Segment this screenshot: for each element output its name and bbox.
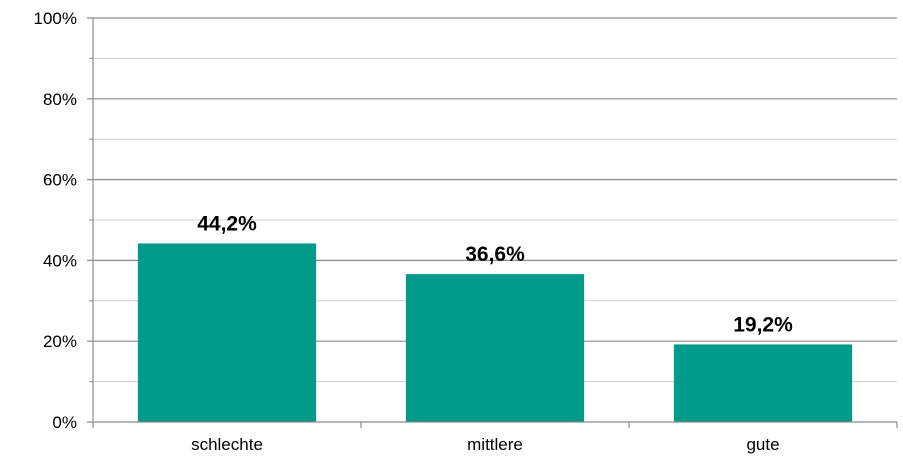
data-label: 36,6% xyxy=(465,243,525,266)
data-label: 19,2% xyxy=(733,313,793,336)
y-tick-label: 20% xyxy=(43,332,77,351)
axes xyxy=(87,17,898,428)
y-tick-label: 100% xyxy=(34,9,77,28)
x-tick-label: gute xyxy=(746,435,779,454)
y-tick-labels: 0% 20% 40% 60% 80% 100% xyxy=(34,9,77,432)
bar-mittlere xyxy=(405,274,585,422)
x-tick-label: schlechte xyxy=(191,435,263,454)
y-tick-label: 40% xyxy=(43,251,77,270)
x-tick-labels: schlechte mittlere gute xyxy=(191,435,779,454)
data-labels: 44,2% 36,6% 19,2% xyxy=(197,212,793,336)
y-tick-label: 60% xyxy=(43,171,77,190)
y-tick-label: 80% xyxy=(43,90,77,109)
y-tick-label: 0% xyxy=(52,413,77,432)
data-label: 44,2% xyxy=(197,212,257,235)
bar-schlechte xyxy=(137,243,317,422)
bar-gute xyxy=(673,344,853,422)
bars xyxy=(137,243,853,422)
x-tick-label: mittlere xyxy=(467,435,523,454)
